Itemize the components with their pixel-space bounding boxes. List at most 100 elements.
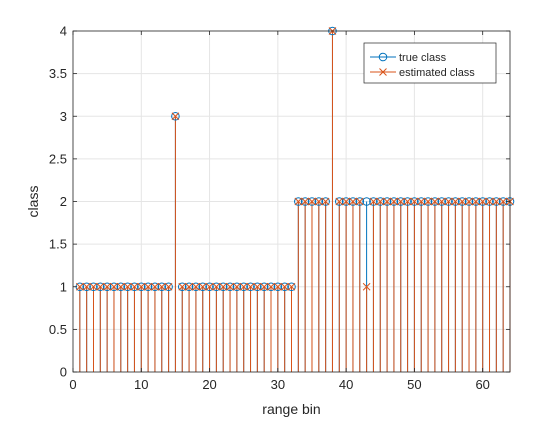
estimated-class-marker: [130, 282, 139, 291]
estimated-class-marker: [362, 282, 371, 291]
estimated-class-marker: [89, 282, 98, 291]
estimated-class-marker: [390, 197, 398, 206]
y-tick-label: 3.5: [49, 66, 67, 81]
x-axis-label: range bin: [262, 401, 320, 417]
legend-estimated-class-label: estimated class: [399, 67, 475, 79]
true-class-marker: [164, 282, 173, 292]
true-class-marker: [143, 282, 153, 292]
estimated-class-marker: [458, 197, 467, 206]
true-class-marker: [116, 282, 126, 292]
true-class-marker: [375, 197, 385, 206]
legend-estimated-class-marker: [379, 68, 387, 76]
true-class-marker: [273, 282, 283, 292]
true-class-marker: [205, 282, 214, 292]
true-class-marker: [225, 282, 235, 292]
true-class-marker: [259, 282, 269, 292]
legend-true-class-marker: [378, 52, 388, 62]
estimated-class-marker: [246, 282, 255, 291]
estimated-class-marker: [205, 282, 214, 291]
estimated-class-marker: [144, 282, 152, 291]
true-class-marker: [464, 197, 474, 206]
true-class-marker: [430, 197, 440, 206]
estimated-class-marker: [151, 282, 159, 291]
estimated-class-marker: [335, 197, 344, 206]
true-class-marker: [212, 282, 221, 292]
estimated-class-marker: [444, 197, 453, 206]
estimated-class-marker: [212, 282, 221, 291]
true-class-marker: [369, 197, 378, 206]
estimated-class-marker: [178, 282, 187, 291]
true-class-marker: [362, 197, 371, 206]
estimated-class-marker: [478, 197, 487, 206]
x-tick-label: 0: [69, 377, 76, 392]
legend: true class estimated class: [363, 42, 497, 84]
true-class-marker: [321, 197, 330, 206]
estimated-class-marker: [349, 197, 357, 206]
true-class-marker: [341, 197, 351, 206]
estimated-class-marker: [280, 282, 289, 291]
estimated-class-marker: [355, 197, 364, 206]
true-class-marker: [191, 282, 201, 292]
estimated-class-marker: [164, 282, 173, 291]
legend-true-class-label: true class: [399, 52, 447, 64]
estimated-class-marker: [465, 197, 473, 206]
x-tick-label: 20: [202, 377, 216, 392]
true-class-marker: [334, 197, 344, 206]
true-class-marker: [410, 197, 419, 206]
estimated-class-marker: [417, 197, 426, 206]
estimated-class-marker: [451, 197, 460, 206]
x-tick-label: 40: [339, 377, 353, 392]
estimated-class-marker: [321, 197, 330, 206]
true-class-marker: [198, 282, 208, 292]
true-class-marker: [478, 197, 487, 206]
true-class-marker: [123, 282, 132, 292]
true-class-marker: [416, 197, 426, 206]
estimated-class-marker: [233, 282, 241, 291]
true-class-marker: [184, 282, 194, 292]
y-tick-label: 0: [60, 365, 67, 380]
true-class-marker: [280, 282, 289, 292]
true-class-marker: [171, 111, 180, 121]
estimated-class-marker: [226, 282, 234, 291]
true-class-marker: [294, 197, 303, 206]
true-class-marker: [492, 197, 501, 206]
estimated-class-marker: [314, 197, 323, 206]
true-class-marker: [266, 282, 276, 292]
true-class-marker: [157, 282, 167, 292]
estimated-class-marker: [287, 282, 296, 291]
estimated-class-marker: [267, 282, 275, 291]
legend-box: [363, 42, 497, 84]
true-class-marker: [307, 197, 317, 206]
estimated-class-marker: [424, 197, 432, 206]
true-class-marker: [451, 197, 460, 206]
y-tick-label: 4: [60, 24, 67, 39]
true-class-marker: [485, 197, 494, 206]
true-class-marker: [253, 282, 262, 292]
estimated-class-marker: [294, 197, 303, 206]
estimated-class-marker: [123, 282, 132, 291]
true-class-marker: [218, 282, 228, 292]
y-tick-label: 2.5: [49, 151, 67, 166]
estimated-class-series: [75, 26, 515, 372]
x-tick-label: 10: [134, 377, 148, 392]
true-class-marker: [150, 282, 160, 292]
true-class-marker: [130, 282, 139, 292]
true-class-marker: [109, 282, 119, 292]
y-tick-label: 0.5: [49, 322, 67, 337]
true-class-marker: [389, 197, 399, 206]
true-class-marker: [89, 282, 98, 292]
estimated-class-marker: [492, 197, 501, 206]
true-class-marker: [348, 197, 358, 206]
x-tick-label: 60: [475, 377, 489, 392]
estimated-class-marker: [82, 282, 91, 291]
y-tick-label: 1.5: [49, 237, 67, 252]
estimated-class-marker: [253, 282, 262, 291]
true-class-marker: [471, 197, 481, 206]
estimated-class-marker: [308, 197, 316, 206]
estimated-class-marker: [260, 282, 269, 291]
true-class-marker: [177, 282, 187, 292]
estimated-class-marker: [75, 282, 84, 291]
true-class-marker: [287, 282, 296, 292]
